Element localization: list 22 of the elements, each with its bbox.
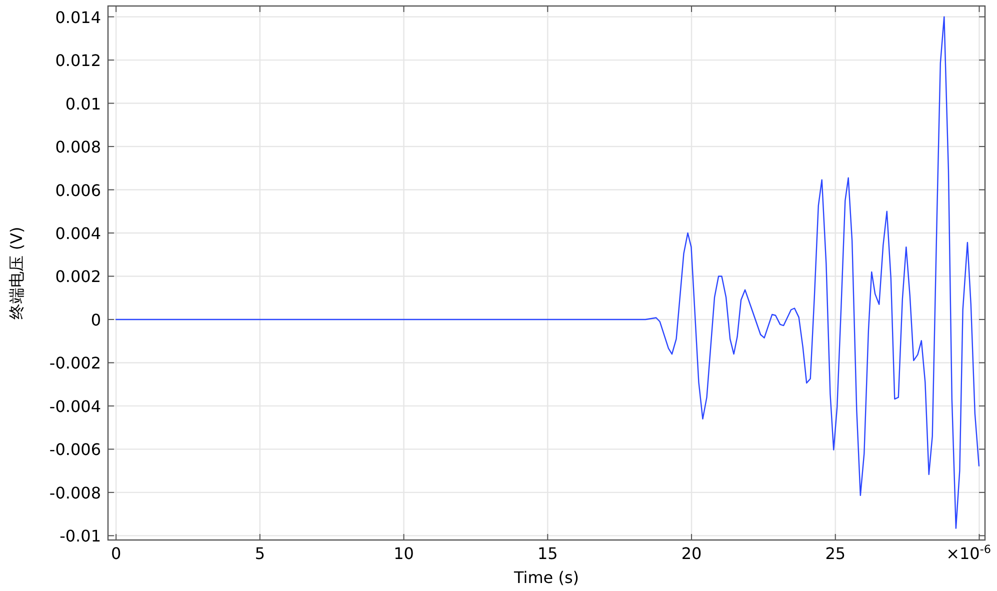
y-tick-label: -0.01 xyxy=(60,526,101,546)
x-tick-label: 5 xyxy=(254,544,266,563)
y-tick-label: -0.004 xyxy=(49,396,101,416)
y-tick-label: 0.014 xyxy=(55,8,101,27)
y-tick-label: 0 xyxy=(90,310,101,330)
y-tick-label: 0.008 xyxy=(55,138,101,157)
y-tick-label: 0.006 xyxy=(55,180,101,200)
y-tick-label: -0.002 xyxy=(49,354,101,373)
x-tick-label: 20 xyxy=(681,544,702,563)
x-tick-label: 0 xyxy=(110,544,122,563)
x-tick-label: 15 xyxy=(537,544,558,563)
y-tick-label: -0.008 xyxy=(49,483,101,502)
x-axis-title: Time (s) xyxy=(512,568,580,587)
y-tick-label: 0.01 xyxy=(65,94,101,114)
y-tick-label: 0.002 xyxy=(55,267,101,286)
x-tick-label: 10 xyxy=(394,544,414,563)
y-tick-label: -0.006 xyxy=(49,440,101,460)
x-tick-label: 25 xyxy=(825,544,846,563)
text: ×10$^{-6}$ xyxy=(946,542,991,563)
y-axis-title: 终端电压 (V) xyxy=(7,226,26,320)
y-tick-label: 0.004 xyxy=(55,224,101,244)
y-tick-label: 0.012 xyxy=(55,51,101,70)
